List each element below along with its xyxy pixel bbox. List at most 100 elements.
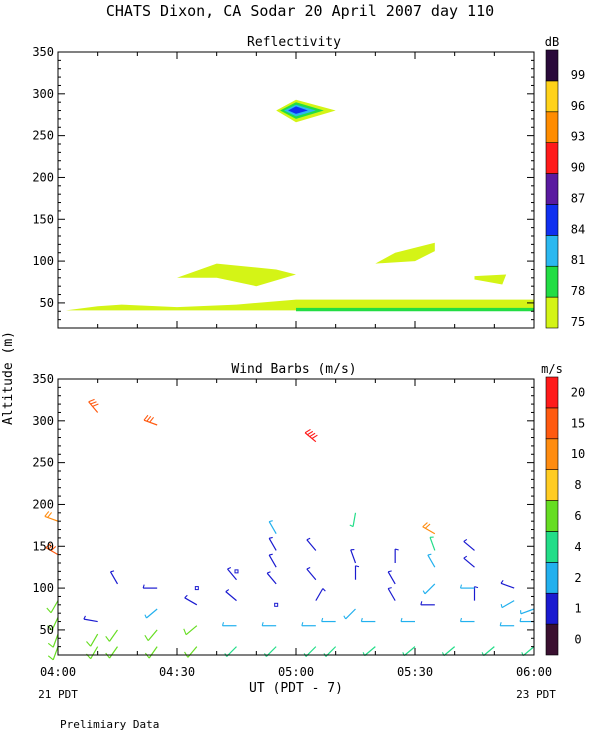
- wind-barb: [304, 428, 318, 443]
- wind-barb: [463, 538, 475, 551]
- wind-barb-calm: [234, 569, 239, 574]
- reflectivity-region: [296, 307, 534, 312]
- wind-barb: [268, 520, 277, 535]
- reflectivity-region: [375, 242, 435, 264]
- wind-barb: [144, 646, 158, 659]
- wind-barb: [88, 398, 99, 413]
- colorbar-swatch: [545, 142, 559, 174]
- reflectivity-region: [65, 299, 535, 311]
- colorbar-label: 1: [574, 602, 581, 616]
- wind-barb: [321, 617, 336, 623]
- colorbar-swatch: [545, 407, 559, 440]
- reflectivity-frame: [57, 51, 535, 329]
- wind-barb: [306, 537, 317, 551]
- colorbar-label: 90: [571, 161, 585, 175]
- wind-barb: [44, 511, 59, 522]
- wind-barb: [83, 615, 98, 623]
- wind-barb-calm: [274, 602, 279, 607]
- wind-barb: [481, 646, 495, 657]
- wind-barb: [499, 622, 515, 627]
- colorbar-swatch: [545, 80, 559, 113]
- colorbar-label: 96: [571, 99, 585, 113]
- colorbar-swatch: [545, 623, 559, 656]
- wind-barb: [47, 617, 59, 631]
- wind-barb: [144, 608, 158, 619]
- colorbar-swatch: [545, 173, 559, 205]
- colorbar-swatch: [545, 531, 559, 563]
- colorbar-label: 84: [571, 222, 585, 236]
- wind-barb: [268, 553, 277, 568]
- wind-barb: [105, 629, 118, 642]
- colorbar-swatch: [545, 500, 559, 532]
- wind-y-axis: 50 100 150 200 250 300 350: [32, 372, 534, 648]
- reflectivity-x-axis: [57, 52, 535, 328]
- wind-barb-calm: [194, 586, 199, 591]
- y-tick-label: 350: [32, 45, 54, 59]
- wind-barb: [268, 536, 277, 551]
- y-tick-label: 300: [32, 87, 54, 101]
- colorbar-swatch: [545, 265, 559, 298]
- wind-barb: [109, 570, 119, 585]
- wind-colorbar-unit: m/s: [541, 362, 563, 376]
- y-tick-label: 200: [32, 497, 54, 511]
- wind-barb: [459, 584, 475, 589]
- wind-barb: [441, 646, 456, 657]
- wind-barb: [142, 584, 158, 589]
- y-tick-label: 300: [32, 414, 54, 428]
- colorbar-label: 15: [571, 416, 585, 430]
- wind-barb: [362, 646, 376, 657]
- colorbar-swatch: [545, 235, 559, 267]
- wind-barb: [315, 588, 326, 601]
- colorbar-label: 10: [571, 447, 585, 461]
- wind-barb: [427, 553, 436, 568]
- colorbar-label: 0: [574, 633, 581, 647]
- reflectivity-region: [474, 274, 507, 285]
- wind-barb: [521, 646, 535, 657]
- figure-title: CHATS Dixon, CA Sodar 20 April 2007 day …: [106, 2, 494, 20]
- wind-frame: [57, 378, 535, 656]
- wind-barb: [422, 522, 436, 535]
- wind-barb: [45, 543, 59, 556]
- y-axis-label: Altitude (m): [1, 331, 16, 425]
- colorbar-label: 75: [571, 315, 585, 329]
- wind-barb: [394, 548, 399, 563]
- wind-barb: [261, 622, 277, 627]
- wind-barb: [360, 617, 376, 623]
- wind-barb: [183, 625, 198, 636]
- y-tick-label: 150: [32, 539, 54, 553]
- footer-note: Prelimiary Data: [60, 718, 159, 731]
- wind-barb: [86, 633, 99, 647]
- colorbar-swatch: [545, 296, 559, 329]
- colorbar-label: 93: [571, 130, 585, 144]
- wind-barb: [350, 549, 357, 564]
- wind-barb: [301, 622, 316, 627]
- colorbar-label: 6: [574, 509, 581, 523]
- wind-barb: [144, 629, 158, 642]
- wind-barb: [520, 608, 535, 615]
- wind-barb: [225, 589, 237, 602]
- wind-barb: [343, 608, 356, 620]
- colorbar-label: 81: [571, 253, 585, 267]
- reflectivity-contours: [65, 99, 535, 312]
- wind-barb: [354, 565, 360, 580]
- wind-barbs-marks: [44, 398, 535, 661]
- y-tick-label: 250: [32, 456, 54, 470]
- reflectivity-region: [177, 263, 296, 287]
- colorbar-label: 78: [571, 284, 585, 298]
- wind-x-axis: 04:00 04:30 05:00 05:30 06:00: [40, 379, 552, 679]
- colorbar-swatch: [545, 111, 559, 143]
- x-tick-label: 05:30: [397, 665, 433, 679]
- colorbar-label: 99: [571, 68, 585, 82]
- wind-barb: [47, 633, 59, 648]
- x-axis-label: UT (PDT - 7): [249, 681, 343, 696]
- footer-right-date: 23 PDT: [516, 688, 556, 701]
- wind-barb: [227, 567, 237, 581]
- wind-barb: [184, 646, 198, 658]
- reflectivity-region: [288, 106, 308, 114]
- reflectivity-colorbar: 75 78 81 84 87 90 93 96 99: [545, 49, 585, 329]
- colorbar-swatch: [545, 204, 559, 236]
- reflectivity-title: Reflectivity: [247, 35, 341, 50]
- wind-barb: [429, 536, 436, 551]
- wind-barb: [402, 646, 416, 657]
